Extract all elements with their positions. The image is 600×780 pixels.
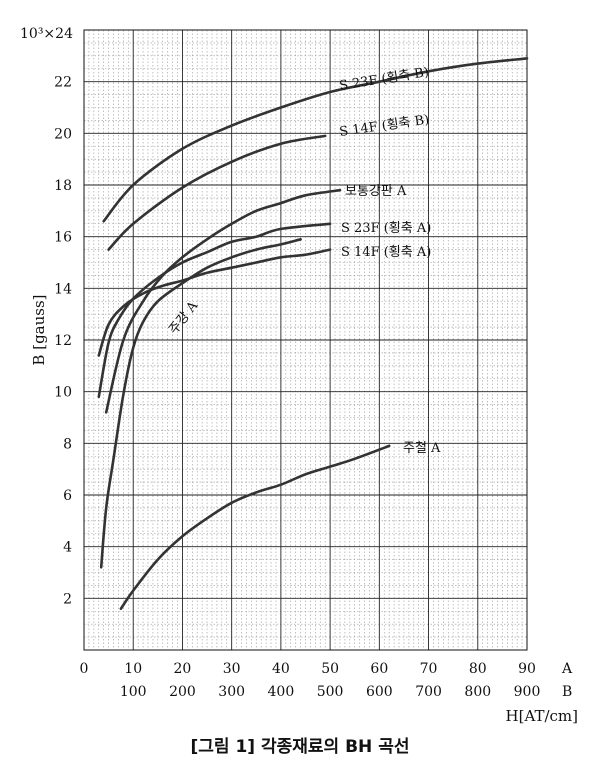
series-labels: S 23F (횡축 B)S 14F (횡축 B)보통강판 AS 23F (횡축 … bbox=[166, 65, 441, 456]
y-tick-label: 10 bbox=[54, 385, 72, 401]
y-tick-label: 4 bbox=[63, 540, 72, 556]
x-tick-label-a: 30 bbox=[223, 661, 241, 677]
x-axis-title: H[AT/cm] bbox=[506, 707, 578, 725]
figure-caption: [그림 1] 각종재료의 BH 곡선 bbox=[191, 737, 410, 757]
x-tick-label-b: 600 bbox=[366, 684, 393, 700]
y-tick-label: 18 bbox=[54, 178, 72, 194]
x-tick-label-a: 40 bbox=[272, 661, 290, 677]
x-tick-label-b: 700 bbox=[415, 684, 442, 700]
x-tick-label-b: 100 bbox=[120, 684, 147, 700]
series-label: S 14F (횡축 A) bbox=[341, 245, 431, 260]
series-line bbox=[102, 57, 529, 223]
plot-frame bbox=[83, 29, 528, 651]
series-line bbox=[119, 444, 391, 610]
x-tick-label-b: 500 bbox=[317, 684, 344, 700]
series-line bbox=[104, 188, 342, 414]
y-tick-label: 12 bbox=[54, 333, 72, 349]
y-tick-label: 14 bbox=[54, 281, 72, 297]
y-multiplier-label: 10³×24 bbox=[20, 26, 73, 42]
x-tick-label-b: 900 bbox=[514, 684, 541, 700]
x-tick-label-a: 0 bbox=[80, 661, 89, 677]
series-label: 보통강판 A bbox=[345, 184, 407, 199]
y-tick-label: 8 bbox=[63, 436, 72, 452]
series-label: 주강 A bbox=[166, 298, 201, 337]
y-tick-label: 6 bbox=[63, 488, 72, 504]
y-tick-label: 20 bbox=[54, 126, 72, 142]
x-tick-label-a: 50 bbox=[321, 661, 339, 677]
series-label: 주철 A bbox=[403, 441, 441, 456]
x-tick-label-a: 60 bbox=[370, 661, 388, 677]
y-tick-label: 22 bbox=[54, 75, 72, 91]
y-tick-label: 16 bbox=[54, 230, 72, 246]
x-tick-label-b: 800 bbox=[464, 684, 491, 700]
y-tick-label: 2 bbox=[63, 591, 72, 607]
x-tick-label-a: 90 bbox=[518, 661, 536, 677]
series-line bbox=[97, 222, 332, 399]
x-tick-labels-b: 100 200 300 400 500 600 700 800 900 bbox=[120, 684, 541, 700]
series-label: S 23F (횡축 A) bbox=[341, 221, 431, 236]
series-layer bbox=[97, 57, 529, 610]
series-line bbox=[107, 134, 327, 251]
x-tick-label-a: 20 bbox=[174, 661, 192, 677]
x-tick-label-a: 10 bbox=[124, 661, 142, 677]
x-tick-label-b: 200 bbox=[169, 684, 196, 700]
scale-b-marker: B bbox=[562, 684, 572, 700]
x-tick-label-b: 400 bbox=[268, 684, 295, 700]
major-grid bbox=[84, 30, 527, 650]
x-tick-labels-a: 0 10 20 30 40 50 60 70 80 90 bbox=[80, 661, 536, 677]
y-axis-title: B [gauss] bbox=[30, 294, 48, 365]
scale-a-marker: A bbox=[561, 661, 573, 677]
x-tick-label-a: 80 bbox=[469, 661, 487, 677]
series-line bbox=[99, 238, 302, 569]
x-tick-label-a: 70 bbox=[420, 661, 438, 677]
y-tick-labels: 2 4 6 8 10 12 14 16 18 20 22 bbox=[54, 75, 72, 608]
x-tick-label-b: 300 bbox=[218, 684, 245, 700]
